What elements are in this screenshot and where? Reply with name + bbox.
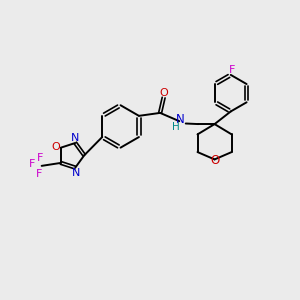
Text: O: O (52, 142, 61, 152)
Text: O: O (210, 154, 220, 166)
Text: O: O (159, 88, 168, 98)
Text: F: F (29, 159, 35, 170)
Text: N: N (72, 168, 80, 178)
Text: N: N (71, 133, 80, 143)
Text: N: N (176, 113, 185, 127)
Text: F: F (229, 64, 235, 75)
Text: F: F (36, 169, 43, 179)
Text: F: F (37, 153, 44, 163)
Text: H: H (172, 122, 179, 132)
